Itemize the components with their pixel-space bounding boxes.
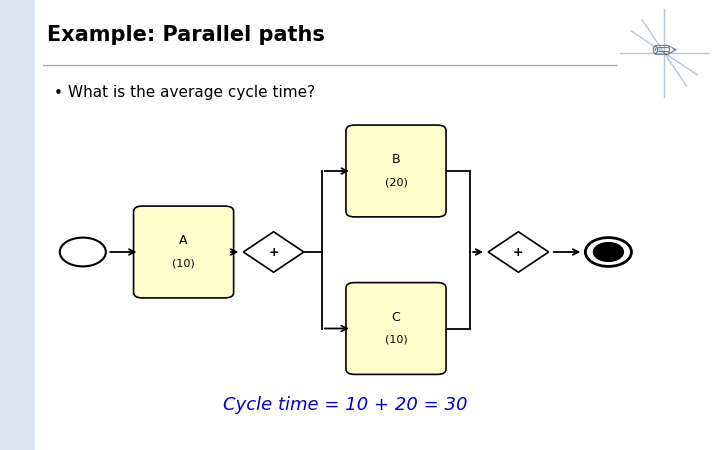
Text: C: C (392, 310, 400, 324)
Text: (10): (10) (172, 258, 195, 268)
FancyBboxPatch shape (346, 125, 446, 217)
Text: Example: Parallel paths: Example: Parallel paths (47, 25, 325, 45)
Text: +: + (269, 246, 279, 258)
FancyBboxPatch shape (346, 283, 446, 374)
Circle shape (593, 243, 624, 261)
Text: (10): (10) (384, 335, 408, 345)
Text: +: + (513, 246, 523, 258)
Text: What is the average cycle time?: What is the average cycle time? (68, 86, 315, 100)
Polygon shape (243, 232, 304, 272)
Text: ✏: ✏ (652, 38, 677, 68)
Text: •: • (54, 86, 63, 100)
Polygon shape (488, 232, 549, 272)
Bar (0, 0, 35, 450)
Circle shape (60, 238, 106, 266)
Text: A: A (179, 234, 188, 247)
Circle shape (585, 238, 631, 266)
FancyBboxPatch shape (134, 206, 233, 298)
Text: B: B (392, 153, 400, 166)
Text: Cycle time = 10 + 20 = 30: Cycle time = 10 + 20 = 30 (223, 396, 468, 414)
Text: (20): (20) (384, 177, 408, 187)
